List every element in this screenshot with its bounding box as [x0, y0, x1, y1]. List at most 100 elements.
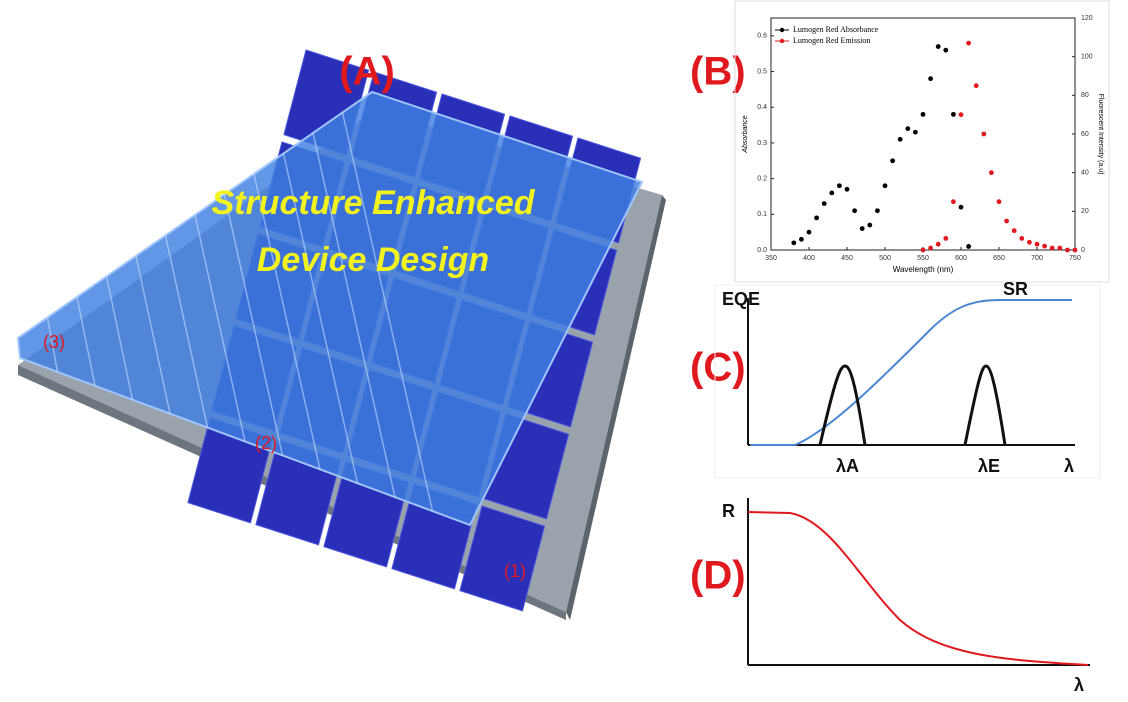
data-point [951, 111, 956, 117]
chart-frame [734, 0, 1110, 283]
axis-label: λ [1064, 456, 1074, 476]
data-point [958, 204, 964, 210]
axis-label: R [722, 501, 735, 521]
data-point [1004, 218, 1009, 224]
y2-tick-label: 0 [1081, 247, 1085, 254]
y2-tick-label: 40 [1081, 170, 1089, 177]
y-axis-label: Absorbance [742, 115, 749, 153]
glass-line [164, 235, 209, 428]
data-point [806, 229, 812, 235]
x-tick-label: 400 [803, 255, 815, 262]
y-tick-label: 0.3 [757, 140, 767, 147]
marker-label: (2) [255, 433, 277, 453]
peak-label: λA [836, 456, 859, 476]
x-tick-label: 550 [917, 255, 929, 262]
data-point [920, 111, 926, 117]
data-point [844, 186, 850, 192]
data-point [829, 190, 835, 196]
data-point [837, 183, 842, 189]
legend-label: Lumogen Red Emission [793, 36, 870, 45]
glass-line [76, 296, 96, 386]
glass-line [253, 173, 321, 470]
y-tick-label: 0.4 [757, 104, 767, 111]
x-axis-label: Wavelength (nm) [893, 265, 954, 274]
data-point [799, 236, 804, 242]
plot-area [770, 17, 1076, 251]
panel-frame [714, 284, 1101, 479]
axis-label: λ [1074, 675, 1084, 695]
data-point [905, 126, 911, 132]
glass-line [312, 132, 396, 498]
data-point [920, 247, 926, 253]
x-tick-label: 500 [879, 255, 891, 262]
axis-label: EQE [722, 289, 760, 309]
panel-edge [566, 195, 666, 620]
x-tick-label: 650 [993, 255, 1005, 262]
data-point [951, 199, 956, 205]
x-tick-label: 350 [765, 255, 777, 262]
data-point [1019, 236, 1025, 241]
data-point [973, 83, 979, 89]
data-point [928, 76, 933, 82]
glass-line [135, 255, 171, 414]
data-point [1065, 247, 1070, 253]
data-point [859, 226, 865, 231]
sr-curve [750, 299, 1072, 446]
panel-label: (A) [339, 50, 395, 94]
y2-tick-label: 100 [1081, 54, 1093, 61]
data-point [852, 208, 857, 214]
data-point [791, 240, 797, 246]
panel-label: (C) [690, 346, 746, 390]
legend-swatch [779, 38, 785, 44]
data-point [913, 129, 918, 135]
peak-label: λE [978, 456, 1000, 476]
y-tick-label: 0.0 [757, 247, 767, 254]
x-tick-label: 750 [1069, 255, 1081, 262]
data-point [1011, 228, 1017, 234]
y-tick-label: 0.2 [757, 175, 767, 182]
data-point [882, 183, 888, 189]
solar-panel [16, 49, 666, 620]
glass-line [341, 112, 434, 512]
data-point [1027, 239, 1032, 245]
glass-line [282, 153, 359, 484]
data-point [928, 245, 933, 251]
data-point [875, 208, 880, 214]
y2-tick-label: 80 [1081, 92, 1089, 99]
data-point [996, 199, 1002, 205]
y-tick-label: 0.1 [757, 211, 767, 218]
glass-line [223, 194, 284, 456]
data-point [1034, 241, 1040, 247]
y-tick-label: 0.5 [757, 68, 767, 75]
data-point [1042, 243, 1047, 249]
panel-label: (B) [690, 50, 746, 94]
y2-tick-label: 20 [1081, 208, 1089, 215]
data-point [1049, 245, 1055, 251]
emission-peak [963, 364, 1007, 446]
data-point [1072, 247, 1078, 253]
data-point [981, 131, 987, 137]
data-point [958, 112, 964, 118]
data-point [935, 44, 941, 49]
y2-tick-label: 120 [1081, 15, 1093, 22]
reflectance-curve [747, 511, 1089, 666]
data-point [943, 47, 949, 53]
data-point [935, 241, 941, 247]
data-point [1057, 245, 1063, 251]
data-point [814, 215, 819, 221]
y2-tick-label: 60 [1081, 131, 1089, 138]
marker-label: (3) [43, 332, 65, 352]
x-tick-label: 450 [841, 255, 853, 262]
data-point [890, 158, 895, 164]
data-point [989, 170, 994, 176]
solar-cell [459, 505, 546, 612]
panel-label: (D) [690, 554, 746, 598]
data-point [821, 201, 827, 207]
marker-label: (1) [504, 561, 526, 581]
glass-line [105, 276, 134, 400]
y2-axis-label: Fluorescent Intensity (a.u) [1097, 94, 1104, 175]
legend-swatch [779, 27, 785, 33]
data-point [867, 222, 873, 228]
x-tick-label: 700 [1031, 255, 1043, 262]
